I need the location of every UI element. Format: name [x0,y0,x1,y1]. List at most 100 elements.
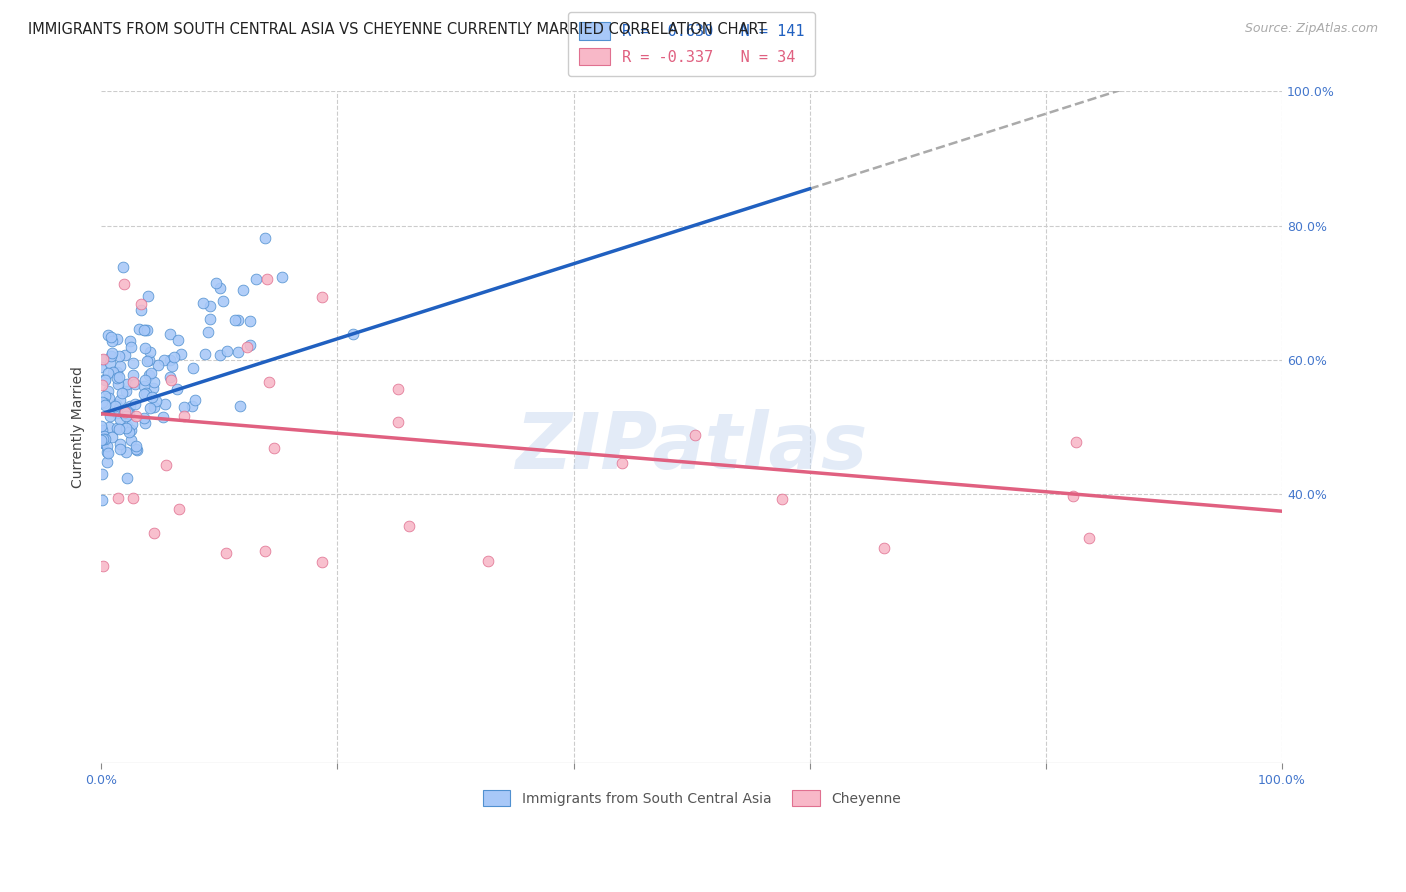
Point [228,399,250,413]
Point [90,395,112,409]
Point [142,526,165,541]
Point [138,368,160,383]
Point [112,260,135,274]
Point [118,407,141,421]
Y-axis label: Currently Married: Currently Married [72,367,86,488]
Point [118,334,141,349]
Point [256,272,278,286]
Point [93,396,115,410]
Point [97,384,120,398]
Point [173,400,195,414]
Point [120,423,142,437]
Point [193,296,215,310]
Point [93,373,115,387]
Point [148,358,170,372]
Point [90,467,112,481]
Point [124,397,146,411]
Point [91,559,114,574]
Point [91,434,114,449]
Point [93,352,115,367]
Point [139,401,162,415]
Point [226,313,249,327]
Point [198,312,221,326]
Point [155,458,177,472]
Point [94,432,117,446]
Point [134,341,156,355]
Point [136,323,159,337]
Point [610,457,633,471]
Point [125,442,148,457]
Point [97,446,120,460]
Point [115,471,138,485]
Point [311,555,333,569]
Point [100,356,122,370]
Point [128,322,150,336]
Point [112,277,135,292]
Point [107,491,129,505]
Point [153,397,176,411]
Point [91,352,114,367]
Point [236,340,259,354]
Point [477,554,499,568]
Point [263,441,285,455]
Point [101,430,124,444]
Point [105,421,128,435]
Point [141,390,163,404]
Point [142,400,165,414]
Point [162,359,184,374]
Point [232,283,254,297]
Legend: Immigrants from South Central Asia, Cheyenne: Immigrants from South Central Asia, Chey… [475,783,907,814]
Point [115,405,138,419]
Point [134,387,156,401]
Point [101,346,124,360]
Point [90,419,112,434]
Point [110,442,132,456]
Point [184,392,207,407]
Point [135,385,157,400]
Point [115,384,138,399]
Point [124,376,146,391]
Point [98,391,121,405]
Point [90,378,112,392]
Point [159,353,181,368]
Point [387,415,409,429]
Point [1064,435,1087,450]
Point [107,332,129,346]
Point [120,340,142,354]
Text: Source: ZipAtlas.com: Source: ZipAtlas.com [1244,22,1378,36]
Point [180,400,202,414]
Point [136,289,159,303]
Point [96,454,118,468]
Point [114,421,136,435]
Point [163,350,186,364]
Point [152,410,174,425]
Point [101,365,124,379]
Point [90,359,112,374]
Point [105,407,128,421]
Point [114,409,136,424]
Point [91,423,114,437]
Point [270,270,292,285]
Point [91,436,114,450]
Point [93,428,115,442]
Point [117,377,139,392]
Point [311,290,333,304]
Point [111,386,134,401]
Point [135,354,157,368]
Point [387,382,409,396]
Point [122,375,145,389]
Point [93,372,115,386]
Point [134,411,156,425]
Point [217,343,239,358]
Point [254,544,277,558]
Point [101,334,124,348]
Point [142,381,165,395]
Point [159,326,181,341]
Point [159,373,181,387]
Point [167,333,190,347]
Point [127,443,149,458]
Point [100,330,122,344]
Point [121,368,143,382]
Point [134,416,156,430]
Point [159,369,181,384]
